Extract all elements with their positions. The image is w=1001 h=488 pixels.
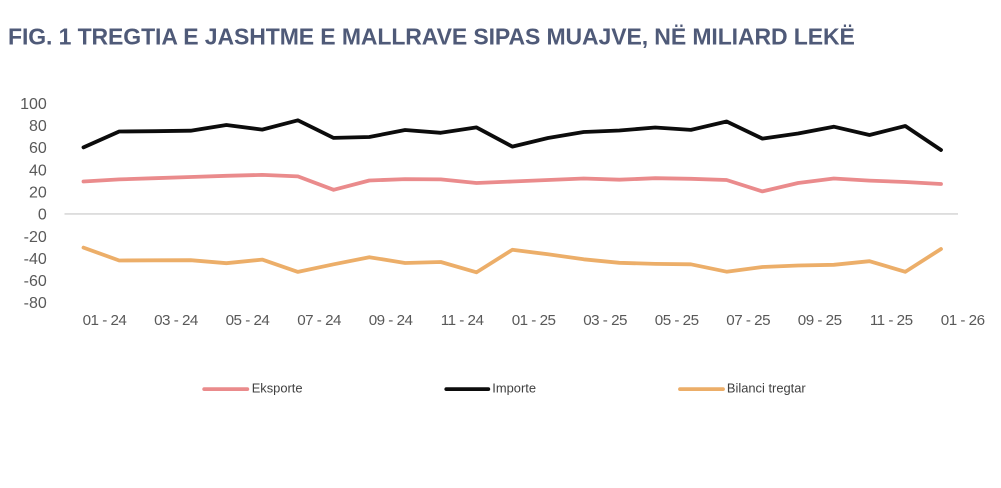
svg-text:01 - 24: 01 - 24 [83,312,127,329]
svg-text:09 - 24: 09 - 24 [369,312,413,329]
svg-text:80: 80 [29,118,47,135]
svg-text:01 - 25: 01 - 25 [512,312,556,329]
svg-text:-80: -80 [24,295,47,312]
svg-text:11 - 24: 11 - 24 [441,312,484,329]
svg-text:03 - 25: 03 - 25 [583,312,627,329]
svg-text:05 - 25: 05 - 25 [655,312,699,329]
svg-text:FIG. 1 TREGTIA E JASHTME E MAL: FIG. 1 TREGTIA E JASHTME E MALLRAVE SIPA… [8,24,855,50]
svg-text:-40: -40 [24,251,47,268]
svg-text:05 - 24: 05 - 24 [226,312,270,329]
svg-text:07 - 25: 07 - 25 [726,312,770,329]
svg-text:07 - 24: 07 - 24 [297,312,341,329]
svg-text:-20: -20 [24,229,47,246]
svg-text:0: 0 [38,207,47,224]
svg-text:20: 20 [29,185,47,202]
svg-text:Importe: Importe [492,381,536,396]
svg-text:-60: -60 [24,273,47,290]
svg-text:11 - 25: 11 - 25 [870,312,913,329]
svg-text:Bilanci tregtar: Bilanci tregtar [727,381,807,396]
svg-text:100: 100 [20,96,47,113]
svg-text:60: 60 [29,140,47,157]
svg-text:09 - 25: 09 - 25 [798,312,842,329]
svg-text:Eksporte: Eksporte [252,381,303,396]
svg-text:03 - 24: 03 - 24 [154,312,198,329]
svg-text:01 - 26: 01 - 26 [941,312,985,329]
svg-text:40: 40 [29,162,47,179]
